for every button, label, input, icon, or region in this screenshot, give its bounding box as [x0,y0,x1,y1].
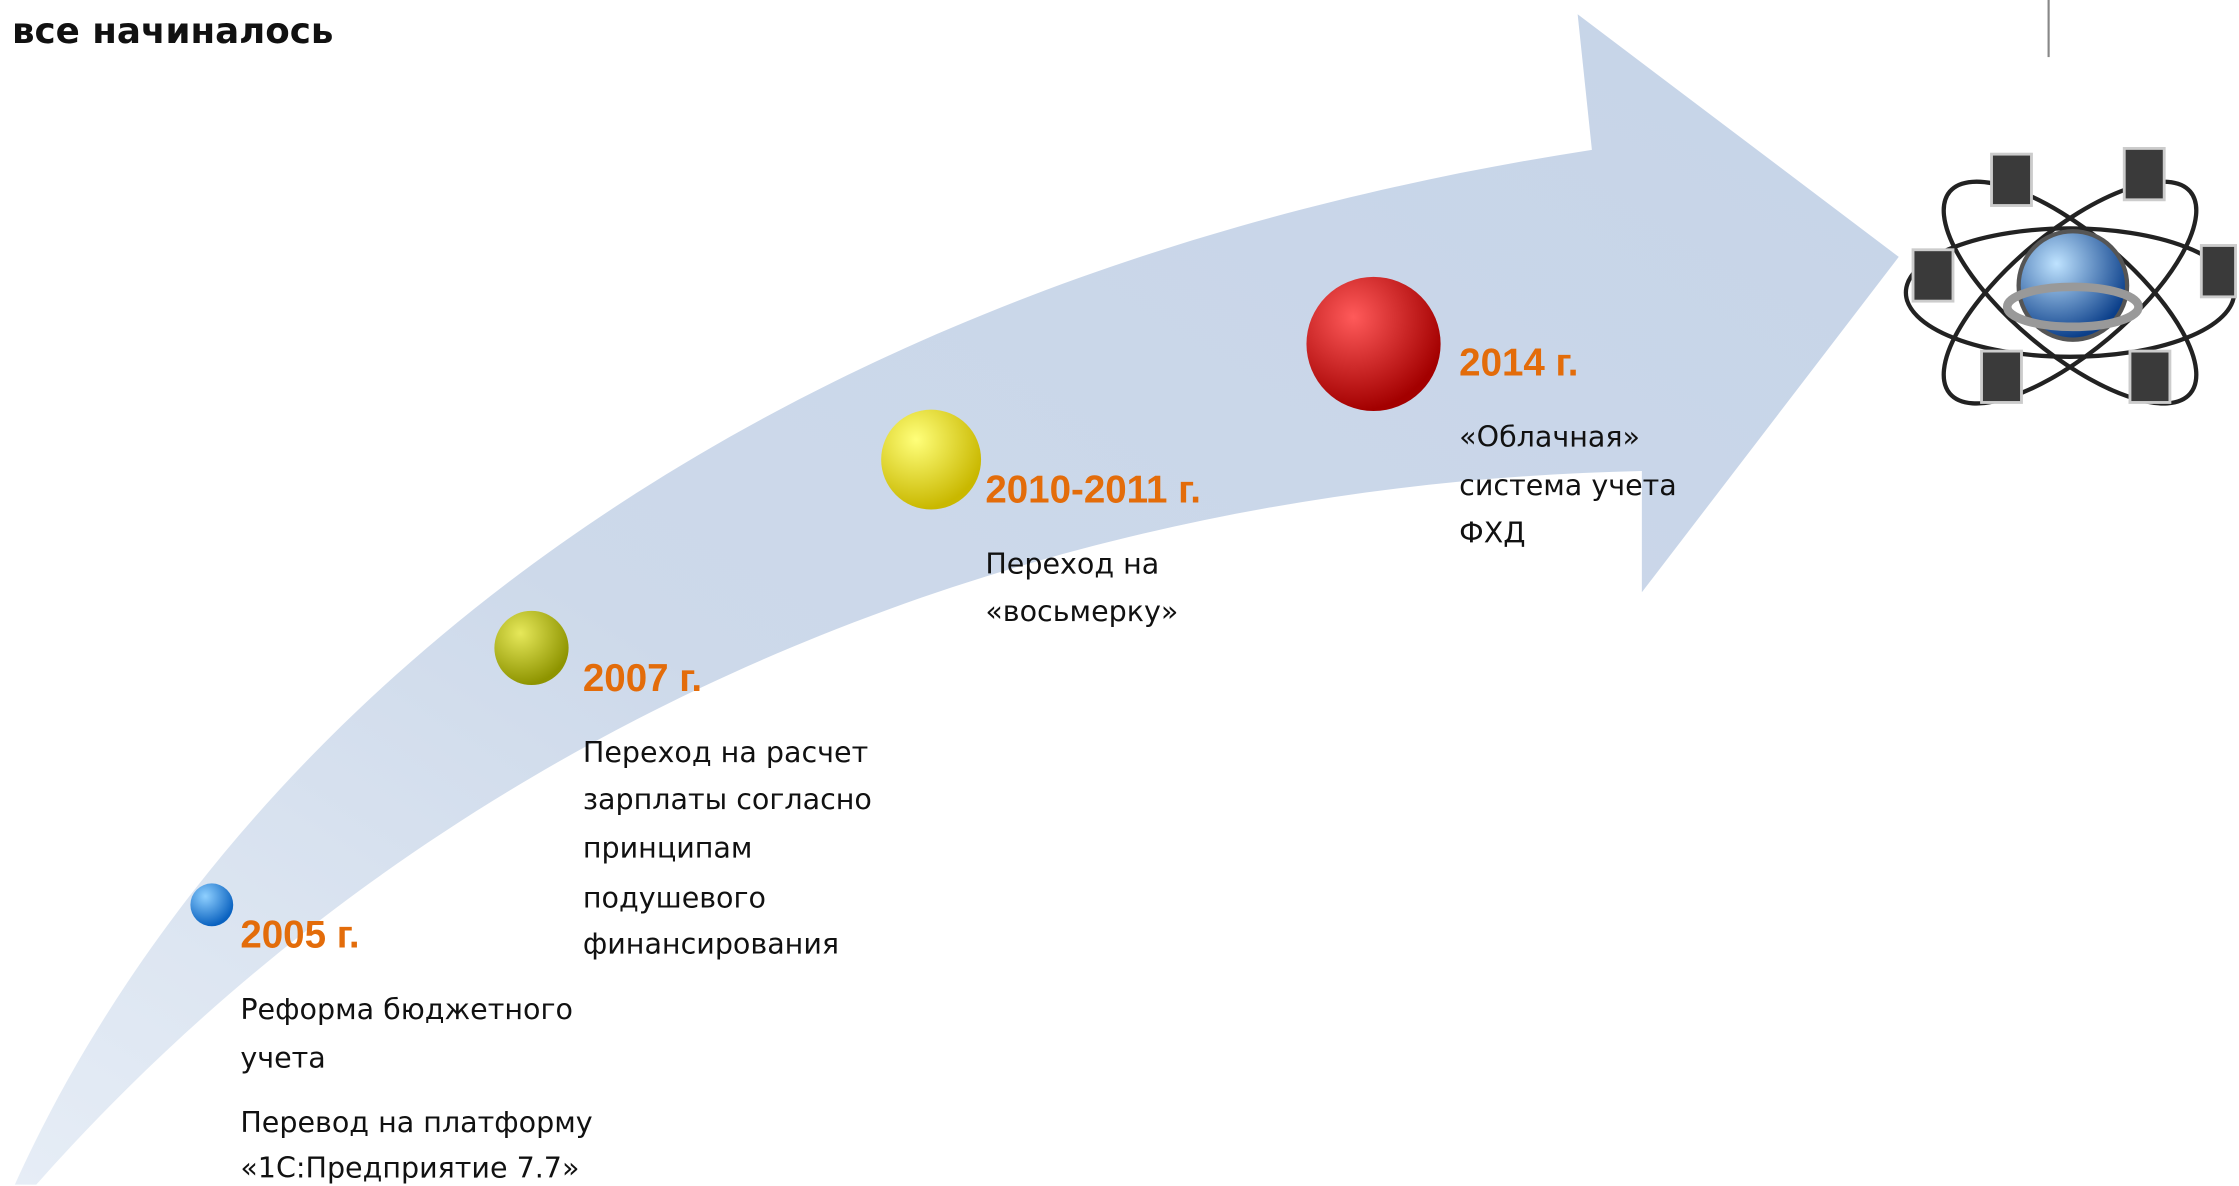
milestone-year: 2010-2011 г. [985,468,1201,511]
network-icon [1906,146,2236,440]
milestone-text: финансирования [583,927,839,960]
milestone-text: подушевого [583,882,766,915]
slide: все начиналось 2005 г. Реформа бюджетног… [0,0,2239,1186]
milestone-text: принципам [583,832,753,865]
milestone-dot [881,410,981,510]
milestone-text: «Облачная» [1459,421,1640,454]
milestone-text: зарплаты согласно [583,783,872,816]
milestone-text: Переход на расчет [583,736,868,769]
milestone-text: ФХД [1459,516,1525,549]
milestone-text: Перевод на платформу [240,1106,592,1139]
milestone-text: Переход на [985,548,1159,581]
milestone-text: система учета [1459,469,1677,502]
milestone-year: 2007 г. [583,657,702,700]
page: все начиналось 2005 г. Реформа бюджетног… [0,0,2239,1186]
milestone-dot [494,611,568,685]
milestone-dot [1306,277,1440,411]
milestone-year: 2005 г. [240,914,359,957]
milestone-text: учета [240,1042,325,1075]
slide-title: все начиналось [12,11,333,52]
milestone-year: 2014 г. [1459,341,1578,384]
milestone-text: Реформа бюджетного [240,993,573,1026]
milestone-text: «1С:Предприятие 7.7» [240,1151,579,1184]
milestone-dot [190,883,233,926]
milestone-text: «восьмерку» [985,595,1178,628]
